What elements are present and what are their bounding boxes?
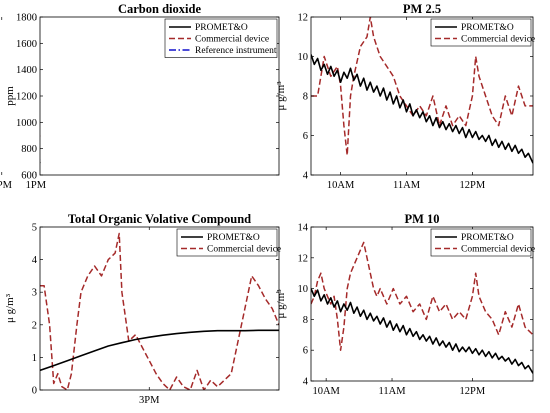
series-line-promet-o — [40, 329, 279, 372]
x-tick-label: 2PM — [0, 180, 13, 191]
y-tick-label: 12 — [298, 13, 309, 24]
y-axis-label: μ g/m³ — [275, 81, 287, 111]
y-tick-label: 6 — [303, 346, 308, 357]
legend: PROMET&O Commercial device — [430, 18, 535, 47]
legend-label: Commercial device — [461, 35, 535, 45]
legend-label: Commercial device — [461, 245, 535, 255]
plot-frame — [39, 226, 280, 391]
y-tick-label: 3 — [32, 288, 37, 299]
y-tick-label: 10 — [298, 52, 309, 63]
y-tick-label: 12 — [298, 253, 309, 264]
y-tick-label: 1200 — [16, 92, 37, 103]
chart-panel-4: PM 10 4 6 8 10 12 14 10AM 11AM 12PM μ g/m³ PROMET&O… — [275, 212, 535, 397]
legend-label: PROMET&O — [461, 23, 514, 33]
x-tick-label: 10AM — [327, 180, 355, 191]
x-tick-label: 10AM — [312, 386, 340, 397]
x-tick-label: 12PM — [460, 180, 486, 191]
chart-title: PM 2.5 — [403, 2, 441, 16]
series-group — [40, 232, 279, 390]
y-axis-label: μ g/m³ — [275, 289, 287, 319]
legend-box — [176, 228, 278, 257]
legend-label: PROMET&O — [461, 233, 514, 243]
y-tick-label: 14 — [298, 223, 309, 234]
y-tick-label: 0 — [32, 386, 37, 397]
y-tick-label: 1000 — [16, 118, 37, 129]
legend-label: Commercial device — [195, 35, 269, 45]
y-tick-label: 1600 — [16, 39, 37, 50]
series-line-commercial-device — [40, 232, 279, 390]
chart-panel-1: Carbon dioxide 600 800 1000 1200 1400 1600 1800… — [0, 2, 280, 191]
y-tick-label: 1400 — [16, 65, 37, 76]
legend: PROMET&O Commercial device — [430, 228, 535, 257]
legend-box — [430, 228, 532, 257]
chart-panel-2: PM 2.5 4 6 8 10 12 10AM 11AM 12PM μ g/m³ PROMET&O C… — [275, 2, 535, 191]
plot-frame — [310, 226, 534, 382]
legend-label: PROMET&O — [195, 23, 248, 33]
legend-label: PROMET&O — [207, 233, 260, 243]
y-tick-label: 6 — [303, 131, 308, 142]
y-tick-label: 1800 — [16, 13, 37, 24]
legend-box — [430, 18, 532, 47]
chart-title: Carbon dioxide — [118, 2, 201, 16]
x-tick-label: 3PM — [139, 395, 160, 406]
series-line-promet-o — [311, 288, 533, 374]
y-tick-label: 10 — [298, 284, 309, 295]
y-tick-label: 800 — [21, 144, 37, 155]
y-axis-label: μ g/m³ — [4, 293, 16, 323]
series-group — [311, 241, 533, 374]
y-tick-label: 8 — [303, 92, 308, 103]
y-axis-label: ppm — [4, 86, 16, 106]
y-tick-label: 1 — [32, 353, 37, 364]
x-tick-label: 12PM — [460, 386, 486, 397]
legend-label: Commercial device — [207, 245, 281, 255]
y-tick-label: 8 — [303, 315, 308, 326]
x-tick-label: 11AM — [379, 386, 407, 397]
x-tick-label: 11AM — [393, 180, 421, 191]
legend: PROMET&O Commercial device — [176, 228, 281, 257]
y-tick-label: 4 — [32, 255, 38, 266]
y-tick-label: 600 — [21, 171, 37, 182]
x-tick-label: 1PM — [26, 180, 47, 191]
series-line-commercial-device — [311, 241, 533, 351]
chart-title: PM 10 — [404, 212, 439, 226]
y-tick-label: 4 — [303, 171, 309, 182]
chart-title: Total Organic Volative Compound — [68, 212, 251, 226]
series-line-promet-o — [311, 54, 533, 164]
legend-label: Reference instrument — [195, 45, 277, 56]
chart-panel-3: Total Organic Volative Compound 0 1 2 3 4 5 3PM… — [4, 212, 281, 406]
y-tick-label: 5 — [32, 223, 37, 234]
y-tick-label: 4 — [303, 377, 309, 388]
series-group — [311, 17, 533, 164]
y-tick-label: 2 — [32, 320, 37, 331]
